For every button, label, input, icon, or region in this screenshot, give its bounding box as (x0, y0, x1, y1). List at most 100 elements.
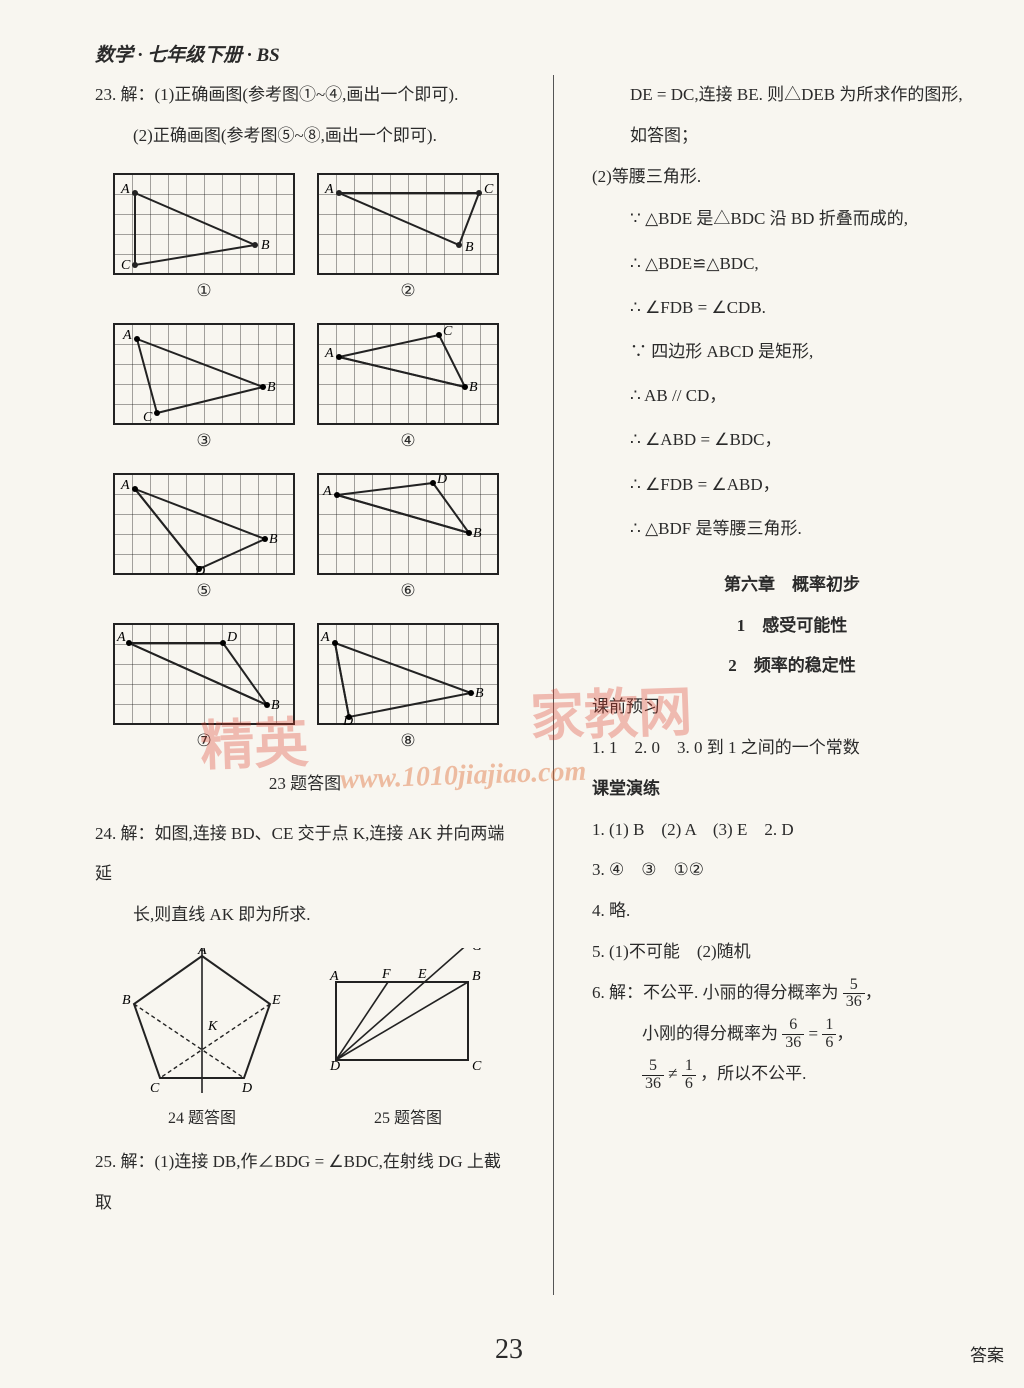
fig-3: A B C ③ (113, 323, 295, 451)
svg-text:D: D (194, 564, 205, 577)
c6-line1: 6. 解：不公平. 小丽的得分概率为 536， (592, 973, 992, 1014)
fig-2: A C B ② (317, 173, 499, 301)
frac-6-36: 636 (782, 1017, 804, 1052)
svg-text:B: B (465, 240, 474, 255)
frac-5-36-b: 536 (642, 1058, 664, 1093)
content-columns: 23. 解：(1)正确画图(参考图①~④,画出一个即可). (2)正确画图(参考… (95, 75, 994, 1295)
geo-figures: A B E C D K 24 题答图 A B C D (95, 948, 515, 1128)
r7: ∵ 四边形 ABCD 是矩形, (592, 330, 992, 374)
svg-text:E: E (417, 967, 427, 982)
q25-line: 25. 解：(1)连接 DB,作∠BDG = ∠BDC,在射线 DG 上截取 (95, 1142, 515, 1224)
fig24-label: 24 题答图 (122, 1104, 282, 1128)
class-exercise-h: 课堂演练 (592, 769, 992, 810)
q24-line1: 24. 解：如图,连接 BD、CE 交于点 K,连接 AK 并向两端延 (95, 814, 515, 896)
c6a-text: 6. 解：不公平. 小丽的得分概率为 (592, 983, 839, 1002)
svg-text:F: F (381, 967, 391, 982)
chapter-title: 第六章 概率初步 (592, 565, 992, 606)
fig-label-5: ⑤ (196, 581, 211, 601)
r5: ∴ △BDE≌△BDC, (592, 242, 992, 286)
fig25-label: 25 题答图 (328, 1104, 488, 1128)
svg-text:A: A (122, 328, 132, 343)
fig-8: A B D ⑧ (317, 623, 499, 751)
svg-text:D: D (329, 1059, 340, 1074)
page-number: 23 (495, 1334, 523, 1366)
footer-right: 答案 (970, 1341, 1004, 1366)
svg-text:C: C (150, 1081, 160, 1096)
svg-text:A: A (322, 484, 332, 499)
fig-5: A B D ⑤ (113, 473, 295, 601)
r2: 如答图； (592, 116, 992, 157)
svg-text:B: B (122, 993, 131, 1008)
column-divider (553, 75, 554, 1295)
svg-text:B: B (473, 526, 482, 541)
r3: (2)等腰三角形. (592, 157, 992, 198)
svg-text:D: D (226, 630, 237, 645)
svg-text:B: B (271, 698, 280, 713)
section-2: 2 频率的稳定性 (592, 646, 992, 687)
svg-text:A: A (324, 182, 334, 197)
fig-7: ADB ⑦ (113, 623, 295, 751)
fig-6: A D B ⑥ (317, 473, 499, 601)
frac-5-36-a: 536 (843, 977, 865, 1012)
fig-label-8: ⑧ (400, 731, 415, 751)
svg-text:C: C (143, 410, 153, 425)
svg-text:D: D (342, 714, 353, 727)
fig-1: A B C ① (113, 173, 295, 301)
fig-label-4: ④ (400, 431, 415, 451)
svg-text:A: A (120, 182, 130, 197)
fig-label-2: ② (400, 281, 415, 301)
rectangle-figure: A B C D E F G (328, 948, 488, 1098)
svg-text:C: C (121, 258, 131, 273)
svg-text:E: E (271, 993, 281, 1008)
svg-text:B: B (267, 380, 276, 395)
left-column: 23. 解：(1)正确画图(参考图①~④,画出一个即可). (2)正确画图(参考… (95, 75, 515, 1295)
c3: 3. ④ ③ ①② (592, 850, 992, 891)
svg-text:B: B (475, 686, 484, 701)
r9: ∴ ∠ABD = ∠BDC， (592, 418, 992, 462)
right-column: DE = DC,连接 BE. 则△DEB 为所求作的图形, 如答图； (2)等腰… (592, 75, 992, 1295)
svg-text:B: B (469, 380, 478, 395)
q24-line2: 长,则直线 AK 即为所求. (95, 895, 515, 936)
fig-label-1: ① (196, 281, 211, 301)
svg-text:B: B (472, 969, 481, 984)
c6b-text: 小刚的得分概率为 (642, 1024, 778, 1043)
svg-text:B: B (261, 238, 270, 253)
c6c-text: ，所以不公平. (700, 1064, 806, 1083)
svg-text:A: A (120, 478, 130, 493)
figure-grid: A B C ① A C B ② A B C ③ (113, 173, 523, 751)
svg-text:A: A (320, 630, 330, 645)
pre-exercise-h: 课前预习 (592, 687, 992, 728)
q23-part1: 23. 解：(1)正确画图(参考图①~④,画出一个即可). (95, 75, 515, 116)
c5: 5. (1)不可能 (2)随机 (592, 932, 992, 973)
svg-text:A: A (116, 630, 126, 645)
frac-1-6-a: 16 (822, 1017, 836, 1052)
svg-text:G: G (472, 948, 482, 954)
svg-text:B: B (269, 532, 278, 547)
r10: ∴ ∠FDB = ∠ABD， (592, 463, 992, 507)
page-header: 数学 · 七年级下册 · BS (95, 40, 994, 67)
svg-text:A: A (197, 948, 207, 958)
c6-line3: 536 ≠ 16 ，所以不公平. (592, 1054, 992, 1095)
svg-text:C: C (472, 1059, 482, 1074)
svg-text:D: D (436, 475, 447, 487)
c4: 4. 略. (592, 891, 992, 932)
c1: 1. (1) B (2) A (3) E 2. D (592, 810, 992, 851)
c6-line2: 小刚的得分概率为 636 = 16， (592, 1014, 992, 1055)
svg-text:D: D (241, 1081, 252, 1096)
svg-text:C: C (443, 325, 453, 339)
fig-label-6: ⑥ (400, 581, 415, 601)
svg-text:K: K (207, 1019, 218, 1034)
fig23-caption: 23 题答图 (95, 769, 515, 794)
r11: ∴ △BDF 是等腰三角形. (592, 507, 992, 551)
pre-answers: 1. 1 2. 0 3. 0 到 1 之间的一个常数 (592, 728, 992, 769)
r1: DE = DC,连接 BE. 则△DEB 为所求作的图形, (592, 75, 992, 116)
q23-part2: (2)正确画图(参考图⑤~⑧,画出一个即可). (95, 116, 515, 157)
r8: ∴ AB // CD， (592, 374, 992, 418)
pentagon-figure: A B E C D K (122, 948, 282, 1098)
fig-4: ACB ④ (317, 323, 499, 451)
r4: ∵ △BDE 是△BDC 沿 BD 折叠而成的, (592, 197, 992, 241)
svg-text:A: A (329, 969, 339, 984)
section-1: 1 感受可能性 (592, 606, 992, 647)
fig-label-3: ③ (196, 431, 211, 451)
svg-text:C: C (484, 182, 494, 197)
